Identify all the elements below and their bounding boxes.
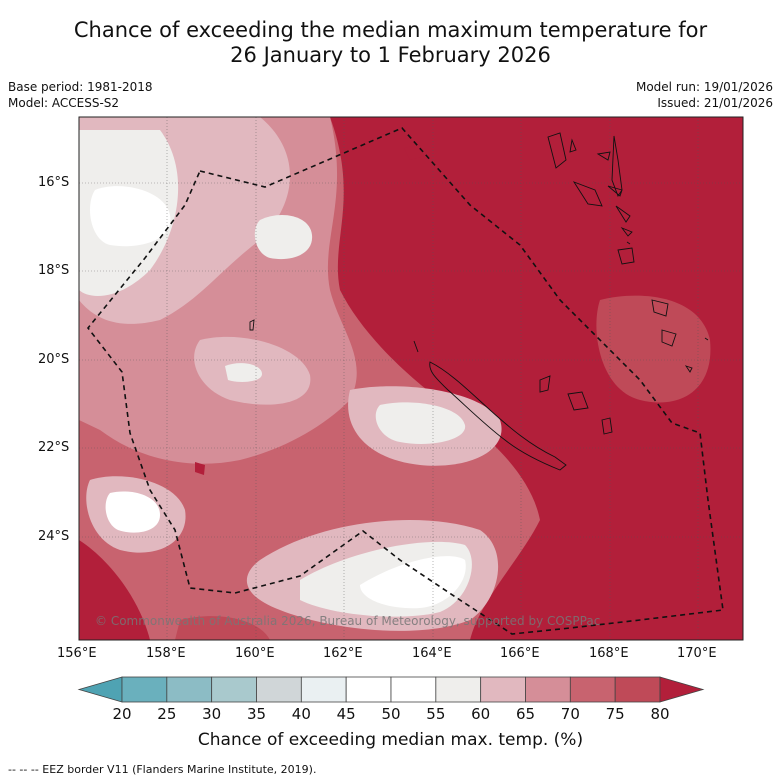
- lat-tick-16s: 16°S: [38, 175, 70, 190]
- eez-border: [86, 127, 724, 635]
- lat-tick-20s: 20°S: [38, 352, 70, 367]
- lon-tick-158e: 158°E: [146, 646, 186, 661]
- lon-tick-164e: 164°E: [412, 646, 452, 661]
- copyright-notice: © Commonwealth of Australia 2026, Bureau…: [95, 614, 601, 628]
- lat-tick-18s: 18°S: [38, 263, 70, 278]
- colorbar-tick-label: 65: [515, 705, 536, 723]
- colorbar-tick-label: 45: [336, 705, 356, 723]
- eastern-islands: [651, 299, 709, 373]
- colorbar-bin: [121, 676, 168, 703]
- loyalty-islands: [539, 375, 613, 435]
- colorbar-label: Chance of exceeding median max. temp. (%…: [197, 730, 584, 750]
- graticule: [79, 117, 743, 640]
- probability-field: [79, 117, 743, 640]
- colorbar: [77, 676, 705, 703]
- colorbar-bin: [525, 676, 571, 703]
- colorbar-tick-label: 35: [246, 705, 267, 723]
- colorbar-bin: [211, 676, 257, 703]
- lon-tick-166e: 166°E: [500, 646, 540, 661]
- colorbar-tick-label: 75: [605, 705, 625, 723]
- lon-tick-156e: 156°E: [57, 646, 97, 661]
- colorbar-tick-label: 20: [112, 705, 132, 723]
- colorbar-bin: [345, 676, 392, 703]
- colorbar-tick-label: 70: [560, 705, 580, 723]
- lon-tick-170e: 170°E: [677, 646, 717, 661]
- title-line-2: 26 January to 1 February 2026: [230, 43, 551, 67]
- colorbar-bin: [435, 676, 482, 703]
- colorbar-bin: [256, 676, 302, 703]
- lon-tick-168e: 168°E: [589, 646, 629, 661]
- meta-left: Base period: 1981-2018 Model: ACCESS-S2: [8, 79, 153, 111]
- issued-date: Issued: 21/01/2026: [657, 96, 773, 110]
- colorbar-extend-high: [659, 676, 705, 703]
- map-frame: [78, 116, 744, 641]
- colorbar-tick-label: 80: [650, 705, 670, 723]
- base-period: Base period: 1981-2018: [8, 80, 153, 94]
- colorbar-tick-label: 25: [157, 705, 177, 723]
- colorbar-bin: [569, 676, 616, 703]
- lon-tick-160e: 160°E: [235, 646, 275, 661]
- title-line-1: Chance of exceeding the median maximum t…: [73, 18, 708, 42]
- colorbar-bin: [166, 676, 213, 703]
- model-run: Model run: 19/01/2026: [635, 80, 773, 94]
- colorbar-tick-label: 30: [202, 705, 222, 723]
- lon-tick-162e: 162°E: [323, 646, 363, 661]
- vanuatu-coast: [547, 132, 635, 265]
- colorbar-tick-label: 60: [471, 705, 491, 723]
- colorbar-tick-label: 50: [381, 705, 401, 723]
- colorbar-bin: [614, 676, 661, 703]
- colorbar-tick-label: 40: [291, 705, 311, 723]
- colorbar-bin: [300, 676, 347, 703]
- colorbar-tick-label: 55: [426, 705, 446, 723]
- colorbar-bin: [480, 676, 526, 703]
- map-title: Chance of exceeding the median maximum t…: [0, 18, 781, 68]
- model-name: Model: ACCESS-S2: [8, 96, 120, 110]
- belep-islands: [413, 340, 419, 353]
- new-caledonia-coast: [429, 361, 567, 471]
- colorbar-extend-low: [77, 676, 123, 703]
- lat-tick-22s: 22°S: [38, 440, 70, 455]
- chesterfield-islands: [249, 319, 255, 331]
- meta-right: Model run: 19/01/2026 Issued: 21/01/2026: [636, 79, 773, 111]
- legend-footer: -- -- -- EEZ border V11 (Flanders Marine…: [8, 763, 317, 776]
- colorbar-bin: [390, 676, 437, 703]
- lat-tick-24s: 24°S: [38, 529, 70, 544]
